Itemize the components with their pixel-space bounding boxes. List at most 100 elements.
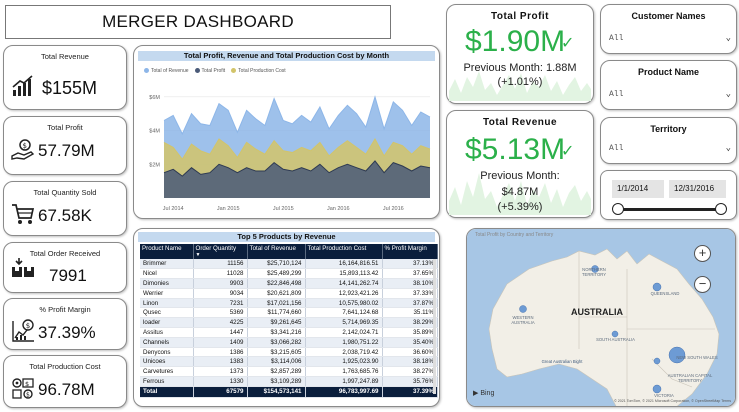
table-cell: $3,109,289: [247, 376, 306, 387]
revenue-card-change: (+5.39%): [497, 201, 543, 213]
map-label-act: AUSTRALIAN CAPITAL TERRITORY: [667, 373, 713, 383]
revenue-card-title: Total Revenue: [482, 117, 558, 128]
table-cell: 36.60%: [382, 347, 438, 358]
date-range-end-handle[interactable]: [715, 203, 727, 215]
kpi-card-total-revenue[interactable]: Total Revenue $155M: [3, 45, 127, 110]
table-cell: 9903: [193, 278, 248, 289]
table-cell: 37.13%: [382, 259, 438, 270]
australia-map[interactable]: [467, 229, 736, 407]
column-header-product[interactable]: Product Name: [140, 244, 194, 259]
profit-chart-icon: $: [12, 319, 34, 342]
table-header-row: Product Name Order Quantity ▼ Total of Re…: [140, 244, 438, 259]
area-series-total-profit: [164, 160, 430, 198]
kpi-card-production-cost[interactable]: Total Production Cost $ $ 96.78M: [3, 355, 127, 408]
profit-map-card[interactable]: Total Profit by Country and Territory NO…: [466, 228, 736, 407]
table-cell: $20,621,809: [247, 288, 306, 299]
table-row[interactable]: Qusec 5369 $11,774,660 7,641,124.68 35.11%: [140, 307, 438, 319]
kpi-label: Total Profit: [47, 123, 83, 132]
boxes-icon: [12, 258, 34, 277]
table-row[interactable]: Channels 1409 $3,066,282 1,980,751.22 35.40%: [140, 337, 438, 348]
production-cost-icon: $ $: [12, 378, 34, 399]
date-start-input[interactable]: 1/1/2014: [612, 180, 664, 198]
table-row[interactable]: Denycons 1386 $3,215,605 2,038,719.42 36.60%: [140, 347, 438, 358]
total-quantity: 67579: [193, 386, 248, 398]
total-cost: 96,783,997.69: [305, 386, 383, 398]
zoom-in-button[interactable]: +: [694, 245, 711, 262]
kpi-label: Total Production Cost: [29, 362, 101, 371]
kpi-card-quantity-sold[interactable]: Total Quantity Sold 67.58K: [3, 181, 127, 236]
chart-legend: Total of Revenue Total Profit Total Prod…: [144, 68, 286, 74]
kpi-card-orders[interactable]: Total Order Received 7991: [3, 242, 127, 293]
column-header-quantity[interactable]: Order Quantity ▼: [193, 244, 248, 259]
table-row[interactable]: loader 4225 $9,261,645 5,714,969.35 38.29%: [140, 317, 438, 329]
table-row[interactable]: Werrier 9034 $20,621,809 12,923,421.26 37.33…: [140, 288, 438, 299]
kpi-card-profit-margin[interactable]: % Profit Margin $ 37.39%: [3, 298, 127, 350]
territory-slicer[interactable]: Territory All ⌄: [600, 117, 737, 164]
products-table: Product Name Order Quantity ▼ Total of Re…: [140, 244, 438, 398]
product-slicer[interactable]: Product Name All ⌄: [600, 60, 737, 110]
table-cell: loader: [140, 317, 194, 329]
line-series-total-of-revenue: [163, 95, 431, 136]
table-row[interactable]: Dimonies 9903 $22,846,498 14,141,262.74 38.1…: [140, 278, 438, 289]
table-row[interactable]: Nicel 11028 $25,489,299 15,893,113.42 37.65%: [140, 268, 438, 280]
table-cell: $17,021,156: [247, 298, 306, 309]
chart-title: Total Profit, Revenue and Total Producti…: [138, 51, 435, 61]
revenue-card-value: $5.13M: [465, 133, 566, 166]
customer-slicer[interactable]: Customer Names All ⌄: [600, 4, 737, 54]
table-cell: Denycons: [140, 347, 194, 358]
zoom-out-button[interactable]: −: [694, 276, 711, 293]
table-row[interactable]: Ferrous 1330 $3,109,289 1,997,247.89 35.76%: [140, 376, 438, 387]
chevron-down-icon: ⌄: [725, 89, 731, 99]
table-row[interactable]: Unicoes 1383 $3,114,006 1,925,023.90 38.18%: [140, 356, 438, 368]
map-label-vic: VICTORIA: [654, 393, 674, 398]
product-dropdown[interactable]: All ⌄: [609, 87, 731, 101]
total-profit-card[interactable]: Total Profit $1.90M ✓ Previous Month: 1.…: [446, 4, 594, 104]
kpi-label: Total Order Received: [29, 249, 101, 258]
date-range-track[interactable]: [618, 208, 721, 211]
svg-text:$: $: [26, 322, 30, 330]
top-products-table-card: Top 5 Products by Revenue Product Name O…: [133, 228, 440, 407]
table-scrollbar[interactable]: [433, 259, 436, 394]
svg-text:$: $: [25, 380, 29, 388]
slicer-title: Customer Names: [631, 11, 706, 21]
kpi-card-total-profit[interactable]: Total Profit $ 57.79M: [3, 116, 127, 175]
area-chart-plot: $6M $4M $2M Jul 2014 Jan 2015 Jul 2015 Jan 201…: [149, 95, 431, 212]
profit-sparkline: [449, 71, 591, 101]
dashboard-title: MERGER DASHBOARD: [5, 5, 391, 39]
table-cell: Dimonies: [140, 278, 194, 289]
table-cell: $22,846,498: [247, 278, 306, 289]
total-revenue-card[interactable]: Total Revenue $5.13M ✓ Previous Month: $…: [446, 110, 594, 218]
total-label: Total: [140, 386, 194, 398]
table-cell: 7,641,124.68: [305, 307, 383, 319]
table-row[interactable]: Assitus 1447 $3,341,216 2,142,024.71 35.89%: [140, 327, 438, 338]
date-end-input[interactable]: 12/31/2016: [669, 180, 726, 198]
legend-item-profit[interactable]: Total Profit: [194, 68, 225, 74]
x-tick-label: Jan 2015: [217, 206, 240, 212]
table-row[interactable]: Carvetures 1373 $2,857,289 1,763,685.76 38.2…: [140, 366, 438, 378]
table-cell: 16,164,816.51: [305, 259, 383, 270]
profit-card-change: (+1.01%): [497, 76, 543, 88]
kpi-value: 96.78M: [38, 380, 95, 399]
column-header-margin[interactable]: % Profit Margin: [382, 244, 438, 259]
svg-text:$: $: [23, 142, 27, 150]
territory-dropdown[interactable]: All ⌄: [609, 141, 731, 155]
svg-text:$: $: [26, 392, 30, 399]
slicer-title: Product Name: [637, 67, 699, 77]
table-cell: 11028: [193, 268, 248, 280]
column-header-revenue[interactable]: Total of Revenue: [247, 244, 306, 259]
legend-item-revenue[interactable]: Total of Revenue: [144, 68, 189, 74]
table-cell: 5369: [193, 307, 248, 319]
legend-item-cost[interactable]: Total Production Cost: [231, 68, 286, 74]
date-range-start-handle[interactable]: [612, 203, 624, 215]
kpi-value: 57.79M: [38, 141, 95, 160]
kpi-value: $155M: [42, 78, 98, 98]
x-tick-label: Jul 2014: [163, 206, 184, 212]
kpi-label: Total Revenue: [41, 52, 89, 61]
revenue-growth-icon: [12, 75, 33, 96]
table-row[interactable]: Linon 7231 $17,021,156 10,575,980.02 37.87%: [140, 298, 438, 309]
customer-dropdown[interactable]: All ⌄: [609, 31, 731, 45]
column-header-cost[interactable]: Total Production Cost: [305, 244, 383, 259]
profit-revenue-cost-chart[interactable]: Total Profit, Revenue and Total Producti…: [133, 45, 440, 219]
table-row[interactable]: Brimmer 11156 $25,710,124 16,164,816.51 37.1…: [140, 259, 438, 270]
profit-card-value: $1.90M: [465, 25, 566, 58]
